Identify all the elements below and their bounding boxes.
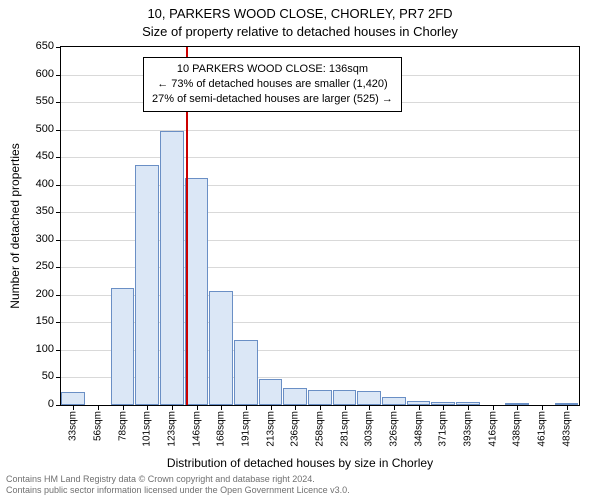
x-tick bbox=[123, 405, 124, 410]
x-tick bbox=[493, 405, 494, 410]
x-axis-label: Distribution of detached houses by size … bbox=[0, 456, 600, 470]
x-tick-label: 213sqm bbox=[265, 411, 276, 447]
y-tick bbox=[56, 322, 61, 323]
grid-line bbox=[61, 157, 579, 158]
x-tick-label: 348sqm bbox=[413, 411, 424, 447]
x-tick-label: 416sqm bbox=[487, 411, 498, 447]
x-tick-label: 191sqm bbox=[241, 411, 252, 447]
x-tick-label: 56sqm bbox=[93, 411, 104, 441]
footer-attribution: Contains HM Land Registry data © Crown c… bbox=[6, 474, 350, 497]
x-tick-label: 146sqm bbox=[191, 411, 202, 447]
x-tick-label: 123sqm bbox=[167, 411, 178, 447]
histogram-bar bbox=[234, 340, 258, 405]
x-tick bbox=[246, 405, 247, 410]
x-tick bbox=[394, 405, 395, 410]
x-tick bbox=[98, 405, 99, 410]
footer-line: Contains public sector information licen… bbox=[6, 485, 350, 496]
title-sub: Size of property relative to detached ho… bbox=[0, 24, 600, 39]
x-tick-label: 326sqm bbox=[389, 411, 400, 447]
title-main: 10, PARKERS WOOD CLOSE, CHORLEY, PR7 2FD bbox=[0, 6, 600, 21]
y-tick-label: 50 bbox=[24, 370, 54, 382]
x-tick-label: 461sqm bbox=[537, 411, 548, 447]
y-tick bbox=[56, 267, 61, 268]
x-tick-label: 78sqm bbox=[117, 411, 128, 441]
x-tick-label: 393sqm bbox=[463, 411, 474, 447]
annotation-box: 10 PARKERS WOOD CLOSE: 136sqm← 73% of de… bbox=[143, 57, 402, 112]
x-tick-label: 303sqm bbox=[364, 411, 375, 447]
y-tick bbox=[56, 185, 61, 186]
histogram-bar bbox=[160, 131, 184, 405]
y-tick bbox=[56, 350, 61, 351]
histogram-bar bbox=[308, 390, 332, 405]
histogram-bar bbox=[333, 390, 357, 405]
footer-line: Contains HM Land Registry data © Crown c… bbox=[6, 474, 350, 485]
x-tick bbox=[419, 405, 420, 410]
x-tick-label: 258sqm bbox=[315, 411, 326, 447]
x-tick bbox=[567, 405, 568, 410]
histogram-bar bbox=[382, 397, 406, 405]
histogram-bar bbox=[185, 178, 209, 405]
histogram-bar bbox=[259, 379, 283, 405]
annotation-line: 27% of semi-detached houses are larger (… bbox=[152, 92, 393, 107]
histogram-bar bbox=[135, 165, 159, 405]
x-tick-label: 101sqm bbox=[142, 411, 153, 447]
y-tick-label: 100 bbox=[24, 343, 54, 355]
x-tick-label: 168sqm bbox=[216, 411, 227, 447]
y-tick bbox=[56, 157, 61, 158]
x-tick bbox=[271, 405, 272, 410]
y-tick-label: 250 bbox=[24, 260, 54, 272]
x-tick-label: 438sqm bbox=[512, 411, 523, 447]
annotation-line: 10 PARKERS WOOD CLOSE: 136sqm bbox=[152, 62, 393, 77]
chart-container: 10, PARKERS WOOD CLOSE, CHORLEY, PR7 2FD… bbox=[0, 0, 600, 500]
y-tick-label: 0 bbox=[24, 398, 54, 410]
y-tick-label: 350 bbox=[24, 205, 54, 217]
x-tick bbox=[542, 405, 543, 410]
x-tick bbox=[221, 405, 222, 410]
x-tick bbox=[197, 405, 198, 410]
y-tick bbox=[56, 405, 61, 406]
histogram-bar bbox=[209, 291, 233, 405]
x-tick bbox=[369, 405, 370, 410]
y-tick bbox=[56, 377, 61, 378]
y-tick-label: 200 bbox=[24, 288, 54, 300]
y-tick-label: 600 bbox=[24, 68, 54, 80]
grid-line bbox=[61, 130, 579, 131]
histogram-bar bbox=[357, 391, 381, 405]
x-tick-label: 483sqm bbox=[561, 411, 572, 447]
y-tick bbox=[56, 47, 61, 48]
x-tick bbox=[443, 405, 444, 410]
y-tick bbox=[56, 240, 61, 241]
y-tick-label: 150 bbox=[24, 315, 54, 327]
plot-area: 33sqm56sqm78sqm101sqm123sqm146sqm168sqm1… bbox=[60, 46, 580, 406]
x-tick bbox=[345, 405, 346, 410]
histogram-bar bbox=[111, 288, 135, 405]
x-tick bbox=[147, 405, 148, 410]
x-tick bbox=[295, 405, 296, 410]
annotation-line: ← 73% of detached houses are smaller (1,… bbox=[152, 77, 393, 92]
y-tick-label: 450 bbox=[24, 150, 54, 162]
y-tick bbox=[56, 212, 61, 213]
y-tick-label: 300 bbox=[24, 233, 54, 245]
histogram-bar bbox=[283, 388, 307, 405]
x-tick bbox=[468, 405, 469, 410]
y-tick-label: 500 bbox=[24, 123, 54, 135]
y-tick bbox=[56, 130, 61, 131]
y-tick bbox=[56, 102, 61, 103]
x-tick-label: 281sqm bbox=[339, 411, 350, 447]
x-tick-label: 33sqm bbox=[68, 411, 79, 441]
y-tick-label: 650 bbox=[24, 40, 54, 52]
x-tick-label: 236sqm bbox=[290, 411, 301, 447]
x-tick bbox=[517, 405, 518, 410]
x-tick bbox=[73, 405, 74, 410]
x-tick bbox=[320, 405, 321, 410]
x-tick bbox=[172, 405, 173, 410]
y-tick bbox=[56, 295, 61, 296]
histogram-bar bbox=[61, 392, 85, 405]
y-tick-label: 400 bbox=[24, 178, 54, 190]
y-tick bbox=[56, 75, 61, 76]
y-tick-label: 550 bbox=[24, 95, 54, 107]
x-tick-label: 371sqm bbox=[438, 411, 449, 447]
